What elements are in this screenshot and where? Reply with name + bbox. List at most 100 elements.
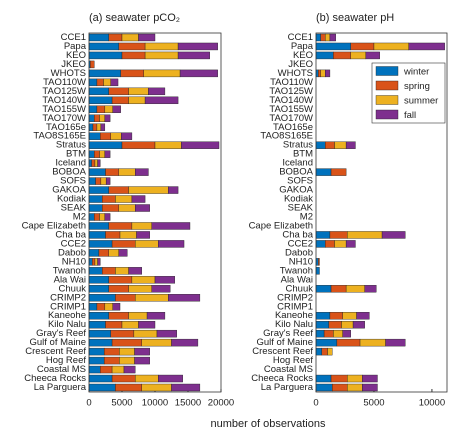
bar-segment [315,168,332,176]
bar-segment [329,33,336,42]
bar-segment [329,231,348,239]
bar-segment [119,347,135,356]
bar-segment [88,204,103,212]
category-label: TAO125W [269,86,313,97]
bar-segment [100,365,113,374]
bar-segment [91,159,96,167]
category-label: KEO [66,50,86,61]
bar-segment [128,96,146,105]
category-label: CCE2 [288,238,313,249]
bar-segment [336,338,361,347]
category-label: JKEO [61,59,86,70]
x-tick-label: 0 [313,398,318,409]
bar-segment [88,258,93,266]
legend-swatch [375,109,399,120]
bar-segment [88,105,98,113]
x-tick-label: 20000 [208,398,234,409]
bar-segment [115,383,143,392]
category-label: BOBOA [52,167,86,178]
bar-segment [345,141,356,149]
bar-segment [104,105,113,113]
x-tick-label: 10000 [419,398,445,409]
bar-segment [88,276,109,284]
x-tick-label: 0 [86,398,91,409]
category-label: JKEO [288,59,313,70]
category-label: Chuuk [286,283,314,294]
bar-segment [333,329,343,338]
category-label: Crescent Reef [252,346,313,357]
category-label: TAO165e [46,122,86,133]
bar-segment [121,320,139,329]
bar-segment [332,383,348,392]
bar-segment [104,114,111,122]
category-label: Gulf of Maine [30,337,87,348]
bar-segment [121,141,156,149]
bar-segment [373,42,409,51]
bar-segment [88,303,98,311]
bar-segment [315,240,326,248]
bar-segment [108,186,129,194]
bar-segment [141,338,172,347]
bar-segment [134,294,169,302]
bar-segment [104,303,113,311]
x-tick-label: 15000 [175,398,201,409]
category-label: Kodiak [284,194,313,205]
bar-segment [131,195,146,203]
bar-segment [133,329,158,338]
category-label: TAO155W [269,104,313,115]
category-label: Papa [291,41,314,52]
bar-segment [329,312,343,320]
category-label: Crescent Reef [25,346,86,357]
bar-segment [356,312,370,320]
bar-segment [333,51,351,60]
bar-segment [108,222,133,230]
legend-swatch [375,95,399,105]
bar-segment [347,374,363,383]
bar-segment [111,365,125,374]
category-label: Cha ba [55,229,86,240]
bar-segment [325,69,331,78]
bar-segment [88,114,95,122]
plot-frame [88,32,222,393]
category-label: Gulf of Maine [257,337,314,348]
bar-segment [108,87,129,96]
bar-segment [315,51,334,60]
category-label: Gray's Reef [263,328,313,339]
panel-title: (a) seawater pCO₂ [89,12,180,24]
bar-segment [121,51,146,60]
bar-segment [134,240,159,248]
bar-segment [330,168,347,176]
bar-segment [88,365,101,374]
category-label: WHOTS [278,68,313,79]
bar-segment [99,213,106,221]
bar-segment [123,365,136,374]
bar-segment [97,159,101,167]
bar-segment [362,374,378,383]
bar-segment [121,33,139,42]
category-label: CRIMP2 [50,292,86,303]
category-label: Ala Wai [54,274,86,285]
bar-segment [88,213,95,221]
category-label: Chuuk [59,283,87,294]
bar-segment [141,383,172,392]
bar-segment [100,123,106,131]
bar-segment [103,356,120,365]
bar-segment [94,114,100,122]
bar-segment [315,141,326,149]
bar-segment [144,51,179,60]
bar-segment [119,231,137,239]
bar-segment [110,78,119,87]
category-label: Cape Elizabeth [249,220,313,231]
bar-segment [315,338,338,347]
category-label: Dabob [285,247,313,258]
category-label: Kodiak [57,194,86,205]
bar-segment [92,258,96,266]
category-label: TAO170W [269,113,313,124]
bar-segment [108,285,129,293]
bar-segment [119,356,135,365]
bar-segment [94,150,100,158]
bar-segment [365,51,380,60]
category-label: Dabob [58,247,86,258]
category-label: La Parguera [34,382,87,393]
bar-segment [315,285,332,293]
